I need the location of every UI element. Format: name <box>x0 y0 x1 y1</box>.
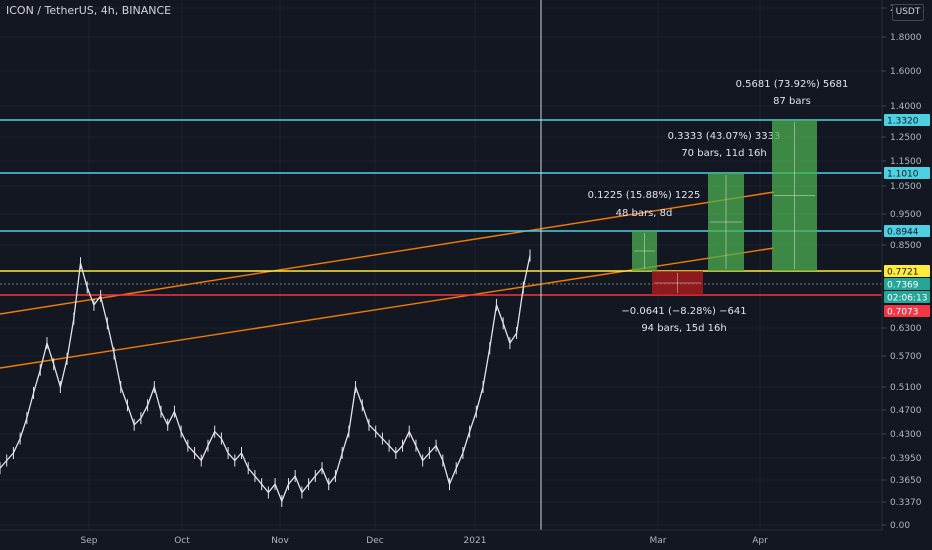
price-level-tag <box>884 225 930 237</box>
measure-label-bars: 94 bars, 15d 16h <box>641 323 726 334</box>
grid <box>0 0 882 530</box>
y-tick-label: 0.8500 <box>890 241 922 251</box>
x-tick-label: Nov <box>271 536 289 546</box>
y-tick-label: 0.3950 <box>890 454 922 464</box>
x-tick-label: Dec <box>366 536 383 546</box>
measure-box <box>652 271 703 295</box>
price-level-label: 0.7369 <box>887 281 919 291</box>
time-axis-bg <box>0 530 882 550</box>
measure-box <box>772 120 817 271</box>
price-level-tag <box>884 265 930 277</box>
measure-label-value: 0.5681 (73.92%) 5681 <box>736 79 849 90</box>
level-lines <box>0 119 882 296</box>
price-level-tag <box>884 278 930 290</box>
y-tick-label: 0.3370 <box>890 498 922 508</box>
y-tick-label: 0.4300 <box>890 430 922 440</box>
price-level-label: 0.7721 <box>887 268 919 278</box>
crosshair: 22 Jan '2119:00 <box>500 0 582 546</box>
price-level-label: 1.3320 <box>887 117 919 127</box>
y-tick-label: 0.5100 <box>890 383 922 393</box>
measure-label-value: 0.1225 (15.88%) 1225 <box>588 190 701 201</box>
price-level-label: 02:06:13 <box>887 294 927 304</box>
price-series <box>0 249 531 508</box>
price-level-tag <box>884 167 930 179</box>
measure-boxes: 0.1225 (15.88%) 1225 48 bars, 8d 0.3333 (4… <box>588 79 849 334</box>
price-level-label: 0.8944 <box>887 228 919 238</box>
y-tick-label: 0.5700 <box>890 352 922 362</box>
y-tick-label: 1.2500 <box>890 133 922 143</box>
y-tick-label: 1.6000 <box>890 67 922 77</box>
price-level-tag <box>884 291 930 303</box>
x-tick-label: Apr <box>752 536 768 546</box>
chart-title: ICON / TetherUS, 4h, BINANCE <box>6 4 172 17</box>
y-tick-label: 0.00 <box>890 521 910 531</box>
y-tick-label: 1.4000 <box>890 102 922 112</box>
measure-box <box>632 231 657 271</box>
y-tick-label: 0.6300 <box>890 324 922 334</box>
price-level-label: 0.7073 <box>887 308 919 318</box>
currency-badge[interactable]: USDT <box>892 4 924 21</box>
x-tick-label: Oct <box>174 536 190 546</box>
measure-label-bars: 87 bars <box>773 96 811 107</box>
measure-box <box>708 173 744 271</box>
upper-trendline <box>0 191 775 315</box>
measure-label-bars: 70 bars, 11d 16h <box>681 148 766 159</box>
price-axis: 2.00001.80001.60001.40001.25001.15001.05… <box>881 0 932 550</box>
y-tick-label: 1.0500 <box>890 182 922 192</box>
measure-label-value: −0.0641 (−8.28%) −641 <box>621 306 746 317</box>
time-axis: Sep Oct Nov Dec 2021 Mar Apr <box>0 529 882 550</box>
y-tick-label: 0.9500 <box>890 210 922 220</box>
y-tick-label: 0.4700 <box>890 406 922 416</box>
measure-label-bars: 48 bars, 8d <box>616 208 673 219</box>
price-line <box>0 255 531 503</box>
price-level-label: 1.1010 <box>887 170 919 180</box>
price-level-tag <box>884 114 930 126</box>
measure-label-value: 0.3333 (43.07%) 3333 <box>668 131 781 142</box>
x-tick-label: Mar <box>650 536 667 546</box>
x-tick-label: 2021 <box>464 536 487 546</box>
y-tick-label: 1.1500 <box>890 157 922 167</box>
x-tick-label: Sep <box>81 536 98 546</box>
price-level-tag <box>884 305 930 317</box>
y-tick-label: 0.3650 <box>890 476 922 486</box>
y-tick-label: 1.8000 <box>890 33 922 43</box>
